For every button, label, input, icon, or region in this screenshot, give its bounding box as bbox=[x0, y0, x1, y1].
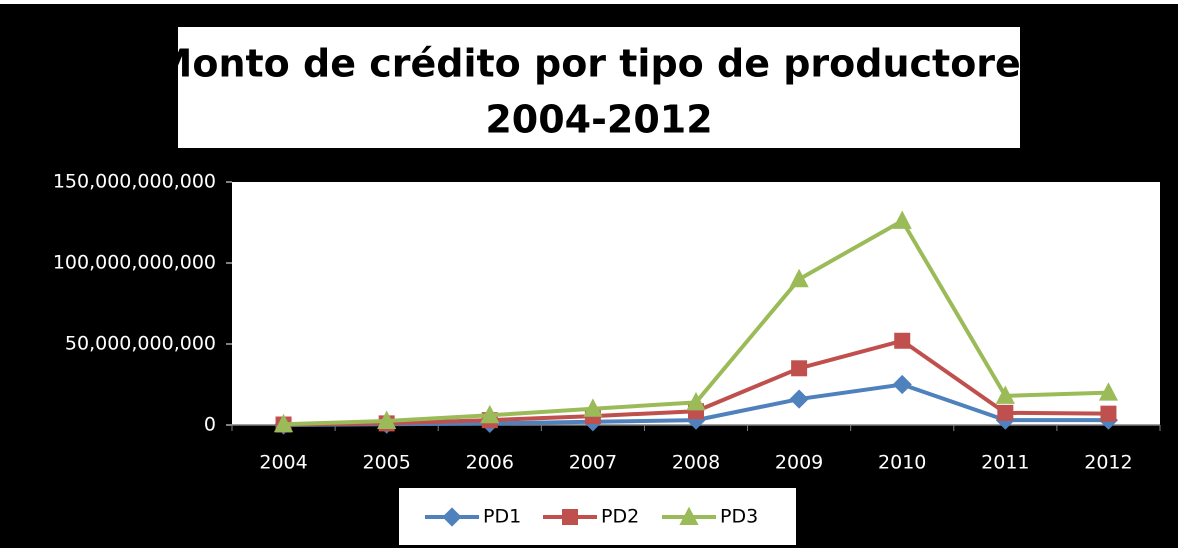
plot-area bbox=[232, 182, 1160, 425]
marker bbox=[997, 404, 1014, 421]
marker bbox=[892, 210, 912, 229]
legend-label: PD2 bbox=[601, 506, 639, 528]
marker bbox=[583, 398, 603, 417]
marker bbox=[791, 360, 808, 377]
x-tick-label: 2010 bbox=[878, 452, 926, 474]
marker bbox=[273, 413, 294, 433]
marker bbox=[1100, 405, 1117, 422]
marker bbox=[789, 389, 809, 409]
x-tick-label: 2008 bbox=[672, 452, 720, 474]
x-tick-label: 2006 bbox=[466, 452, 514, 474]
chart-title: Monto de crédito por tipo de productores bbox=[155, 42, 1044, 86]
x-tick-label: 2012 bbox=[1084, 452, 1132, 474]
x-tick-label: 2007 bbox=[569, 452, 617, 474]
marker bbox=[995, 385, 1015, 404]
marker bbox=[686, 410, 706, 430]
top-border bbox=[0, 0, 1178, 4]
marker bbox=[894, 332, 911, 349]
legend-label: PD3 bbox=[720, 506, 758, 528]
marker bbox=[686, 391, 706, 411]
marker bbox=[377, 410, 397, 429]
marker bbox=[789, 268, 809, 288]
legend-marker bbox=[442, 507, 462, 527]
x-tick-label: 2004 bbox=[259, 452, 307, 474]
title-box bbox=[178, 27, 1020, 148]
y-tick-label: 0 bbox=[204, 414, 216, 436]
x-tick-label: 2009 bbox=[775, 452, 823, 474]
x-tick-label: 2011 bbox=[981, 452, 1029, 474]
legend-marker bbox=[562, 509, 578, 525]
x-tick-label: 2005 bbox=[362, 452, 410, 474]
legend-marker bbox=[679, 506, 699, 525]
marker bbox=[892, 374, 912, 395]
y-tick-label: 150,000,000,000 bbox=[53, 171, 216, 193]
y-tick-label: 50,000,000,000 bbox=[65, 333, 216, 355]
marker bbox=[1098, 382, 1119, 401]
legend-label: PD1 bbox=[483, 506, 521, 528]
y-tick-label: 100,000,000,000 bbox=[53, 252, 216, 274]
marker bbox=[480, 404, 500, 424]
chart-title: 2004-2012 bbox=[485, 98, 712, 142]
